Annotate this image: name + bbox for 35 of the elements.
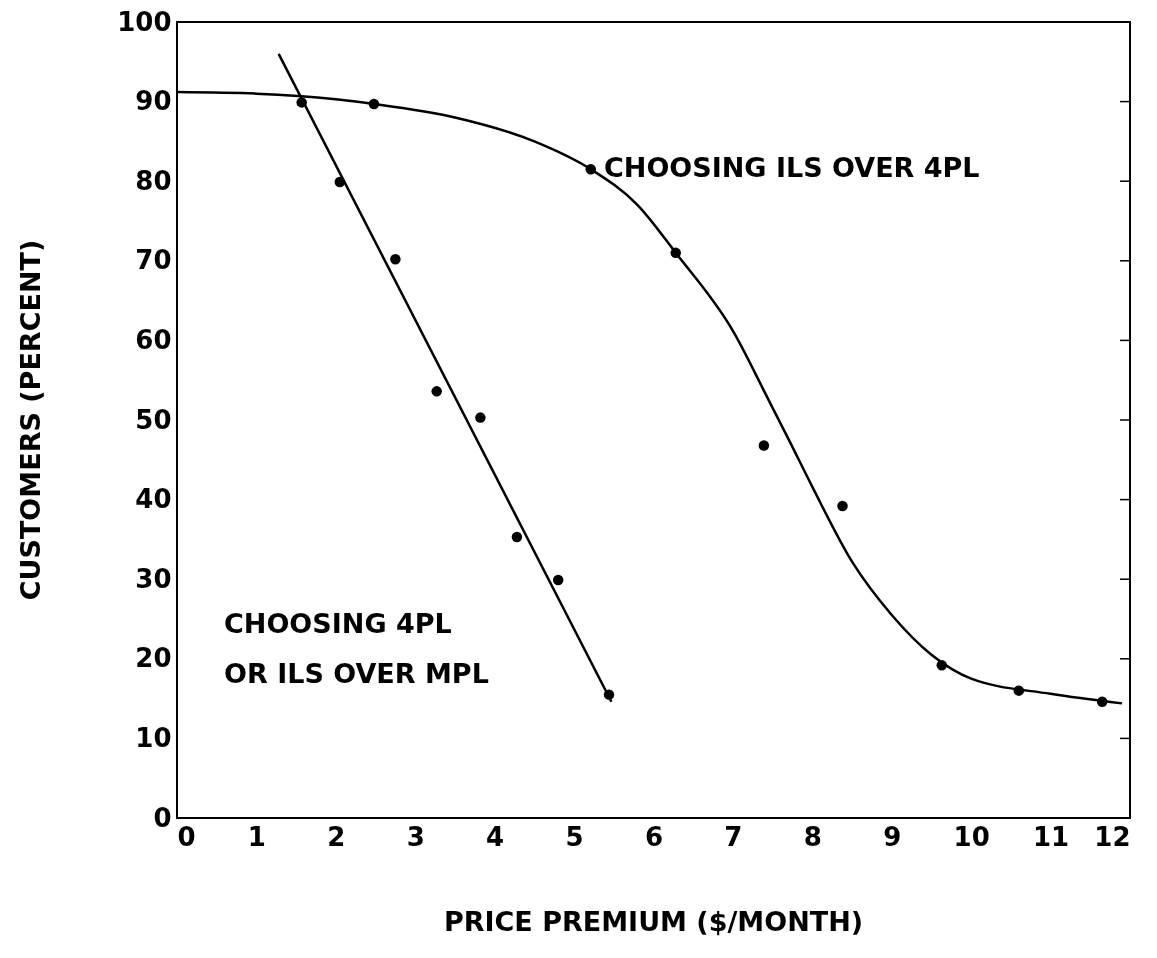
x-tick-label: 0 xyxy=(177,821,196,852)
x-tick-label: 11 xyxy=(1032,821,1070,852)
annotation: CHOOSING 4PL OR ILS OVER MPL xyxy=(224,608,489,689)
y-tick-label: 0 xyxy=(153,802,172,833)
y-tick-label: 70 xyxy=(135,245,172,276)
y-tick-label: 20 xyxy=(135,643,172,674)
point xyxy=(837,500,848,512)
y-tick-label: 80 xyxy=(135,165,172,196)
x-tick-label: 4 xyxy=(486,821,505,852)
y-tick-label: 100 xyxy=(117,6,172,37)
x-tick-label: 12 xyxy=(1094,821,1131,852)
x-tick-label: 2 xyxy=(327,821,346,852)
point xyxy=(475,412,486,423)
point xyxy=(390,253,401,265)
x-tick-label: 5 xyxy=(565,821,584,852)
x-tick-label: 10 xyxy=(953,821,990,852)
point xyxy=(758,440,770,451)
x-tick-label: 3 xyxy=(406,821,425,852)
x-tick-label: 8 xyxy=(803,821,822,852)
x-axis-title: PRICE PREMIUM ($/MONTH) xyxy=(443,906,864,937)
point xyxy=(552,574,564,586)
y-tick-label: 40 xyxy=(135,484,172,515)
y-tick-label: 50 xyxy=(135,404,172,435)
annotation: CHOOSING ILS OVER 4PL xyxy=(603,152,980,184)
x-tick-label: 1 xyxy=(247,821,266,852)
x-tick-label: 9 xyxy=(883,821,902,852)
point xyxy=(431,386,442,397)
x-tick-label: 6 xyxy=(644,821,664,852)
y-axis-title: CUSTOMERS (PERCENT) xyxy=(15,239,46,601)
y-tick-label: 10 xyxy=(135,722,172,753)
point xyxy=(511,531,523,543)
y-tick-label: 60 xyxy=(135,324,172,355)
x-tick-label: 7 xyxy=(724,821,743,852)
y-tick-label: 90 xyxy=(135,86,172,117)
y-tick-label: 30 xyxy=(135,563,172,594)
